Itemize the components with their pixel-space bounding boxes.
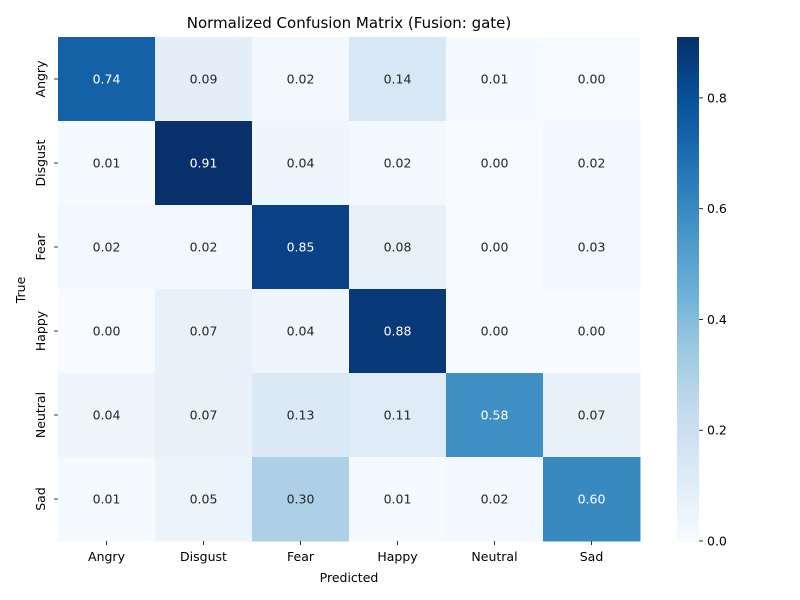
heatmap-cell [543,205,641,290]
heatmap-cell [58,37,156,122]
x-tick-label: Sad [580,549,604,564]
x-tick-label: Fear [287,549,315,564]
cell-value-label: 0.01 [93,492,121,507]
heatmap-cell [252,457,350,542]
y-tick-label: Angry [33,60,48,98]
heatmap-cell [446,205,544,290]
heatmap-cell [543,373,641,458]
cell-value-label: 0.07 [578,408,606,423]
cell-value-label: 0.02 [287,72,315,87]
heatmap-cell [349,289,447,374]
cell-value-label: 0.13 [287,408,315,423]
cell-value-label: 0.91 [190,156,218,171]
cell-value-label: 0.05 [190,492,218,507]
x-tick-label: Happy [377,549,418,564]
cell-value-label: 0.88 [384,324,412,339]
cell-value-label: 0.07 [190,324,218,339]
cell-value-label: 0.00 [481,156,509,171]
heatmap-cell [252,37,350,122]
heatmap-cell [58,121,156,206]
heatmap-cell [349,457,447,542]
cell-value-label: 0.02 [190,240,218,255]
heatmap-cell [349,205,447,290]
chart-title: Normalized Confusion Matrix (Fusion: gat… [187,14,512,32]
heatmap-cell [446,37,544,122]
cell-value-label: 0.14 [384,72,412,87]
cell-value-label: 0.02 [384,156,412,171]
colorbar-tick-label: 0.8 [707,90,727,105]
heatmap-cells: 0.74 0.09 0.02 0.14 0.01 0.00 0.01 0.91 0.04 0.02… [58,37,641,542]
colorbar-tick-label: 0.0 [707,534,727,549]
x-tick-label: Neutral [471,549,517,564]
heatmap-cell [349,37,447,122]
heatmap-cell [252,205,350,290]
colorbar-tick-label: 0.2 [707,423,727,438]
heatmap-cell [252,289,350,374]
x-tick-label: Angry [88,549,126,564]
heatmap-cell [543,37,641,122]
heatmap-cell [155,457,253,542]
colorbar-tick-label: 0.4 [707,312,727,327]
x-tick-label: Disgust [180,549,227,564]
heatmap-cell [58,289,156,374]
cell-value-label: 0.01 [93,156,121,171]
heatmap-cell [349,121,447,206]
cell-value-label: 0.02 [93,240,121,255]
heatmap-cell [155,121,253,206]
heatmap-cell [58,205,156,290]
heatmap-cell [252,121,350,206]
cell-value-label: 0.85 [287,240,315,255]
heatmap-cell [155,289,253,374]
heatmap-cell [446,289,544,374]
x-axis-label: Predicted [320,570,379,585]
cell-value-label: 0.11 [384,408,412,423]
cell-value-label: 0.01 [481,72,509,87]
cell-value-label: 0.01 [384,492,412,507]
cell-value-label: 0.60 [578,492,606,507]
cell-value-label: 0.07 [190,408,218,423]
heatmap-cell [446,457,544,542]
x-tick-labels: Angry Disgust Fear Happy Neutral Sad [88,541,603,564]
heatmap-cell [543,457,641,542]
y-tick-label: Fear [33,233,48,261]
cell-value-label: 0.04 [287,156,315,171]
cell-value-label: 0.30 [287,492,315,507]
colorbar-tick-label: 0.6 [707,201,727,216]
heatmap-cell [446,121,544,206]
y-tick-label: Neutral [33,392,48,438]
cell-value-label: 0.58 [481,408,509,423]
y-tick-label: Happy [33,310,48,351]
heatmap-cell [252,373,350,458]
cell-value-label: 0.04 [93,408,121,423]
cell-value-label: 0.09 [190,72,218,87]
heatmap-cell [543,121,641,206]
heatmap-cell [446,373,544,458]
cell-value-label: 0.00 [481,324,509,339]
colorbar-ticks: 0.0 0.2 0.4 0.6 0.8 [699,90,727,549]
cell-value-label: 0.74 [93,72,121,87]
heatmap-cell [349,373,447,458]
cell-value-label: 0.03 [578,240,606,255]
heatmap-cell [58,457,156,542]
colorbar [677,37,699,541]
y-axis-label: True [13,276,28,304]
heatmap-cell [155,373,253,458]
cell-value-label: 0.08 [384,240,412,255]
cell-value-label: 0.00 [578,324,606,339]
y-tick-labels: Angry Disgust Fear Happy Neutral Sad [33,60,58,511]
heatmap-cell [543,289,641,374]
cell-value-label: 0.02 [481,492,509,507]
heatmap-cell [58,373,156,458]
cell-value-label: 0.02 [578,156,606,171]
heatmap-cell [155,37,253,122]
cell-value-label: 0.04 [287,324,315,339]
y-tick-label: Sad [33,487,48,511]
heatmap-cell [155,205,253,290]
cell-value-label: 0.00 [93,324,121,339]
cell-value-label: 0.00 [481,240,509,255]
cell-value-label: 0.00 [578,72,606,87]
y-tick-label: Disgust [33,139,48,186]
